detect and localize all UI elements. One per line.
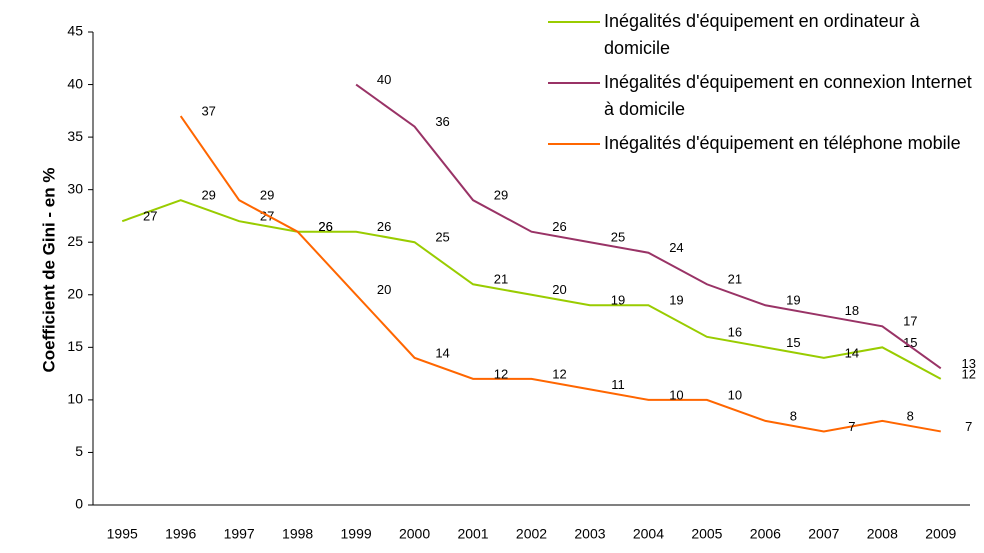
data-label: 7 — [965, 419, 972, 434]
series-line — [355, 83, 942, 370]
x-tick-label: 2007 — [808, 526, 839, 542]
data-label: 37 — [201, 104, 215, 119]
x-tick-label: 1996 — [165, 526, 196, 542]
data-label: 17 — [903, 314, 917, 329]
data-label: 18 — [845, 303, 859, 318]
data-label: 29 — [260, 188, 274, 203]
data-label: 12 — [552, 366, 566, 381]
data-label: 19 — [669, 293, 683, 308]
legend-label: Inégalités d'équipement en connexion Int… — [604, 72, 972, 119]
data-label: 8 — [790, 408, 797, 423]
data-label: 40 — [377, 72, 391, 87]
data-label: 36 — [435, 114, 449, 129]
series-line — [179, 115, 941, 433]
data-label: 10 — [669, 387, 683, 402]
data-label: 27 — [143, 209, 157, 224]
y-tick-label: 5 — [75, 443, 83, 459]
legend-swatch — [548, 21, 600, 23]
data-label: 20 — [377, 282, 391, 297]
data-label: 19 — [611, 293, 625, 308]
data-label: 11 — [611, 377, 625, 392]
data-label: 15 — [903, 335, 917, 350]
data-label: 26 — [318, 219, 332, 234]
legend-swatch — [548, 82, 600, 84]
x-tick-label: 2009 — [925, 526, 956, 542]
data-label: 14 — [845, 345, 859, 360]
data-label: 26 — [377, 219, 391, 234]
data-label: 29 — [494, 188, 508, 203]
data-label: 25 — [611, 230, 625, 245]
data-label: 14 — [435, 345, 449, 360]
y-tick-label: 25 — [67, 233, 83, 249]
y-tick-label: 20 — [67, 285, 83, 301]
x-tick-label: 2003 — [574, 526, 605, 542]
data-label: 25 — [435, 230, 449, 245]
data-label: 21 — [494, 272, 508, 287]
y-tick-label: 0 — [75, 496, 83, 512]
y-tick-label: 15 — [67, 338, 83, 354]
y-tick-label: 45 — [67, 23, 83, 39]
x-tick-label: 1999 — [341, 526, 372, 542]
x-tick-label: 2000 — [399, 526, 430, 542]
legend-entry: Inégalités d'équipement en connexion Int… — [548, 69, 978, 123]
data-label: 10 — [728, 387, 742, 402]
y-axis-label: Coefficient de Gini - en % — [39, 168, 58, 373]
y-tick-label: 40 — [67, 75, 83, 91]
data-label: 13 — [962, 356, 976, 371]
legend-label: Inégalités d'équipement en ordinateur à … — [604, 11, 920, 58]
data-label: 26 — [552, 219, 566, 234]
y-tick-label: 30 — [67, 180, 83, 196]
data-label: 26 — [318, 219, 332, 234]
y-tick-label: 10 — [67, 391, 83, 407]
data-label: 29 — [201, 188, 215, 203]
legend-entry: Inégalités d'équipement en téléphone mob… — [548, 130, 978, 157]
x-tick-label: 2005 — [691, 526, 722, 542]
data-label: 20 — [552, 282, 566, 297]
x-tick-label: 1995 — [107, 526, 138, 542]
x-tick-label: 2008 — [867, 526, 898, 542]
x-tick-label: 2006 — [750, 526, 781, 542]
series-line — [121, 199, 942, 380]
data-label: 12 — [962, 366, 976, 381]
legend-entry: Inégalités d'équipement en ordinateur à … — [548, 8, 978, 62]
data-label: 21 — [728, 272, 742, 287]
data-label: 19 — [786, 293, 800, 308]
data-label: 24 — [669, 240, 683, 255]
x-tick-label: 2001 — [457, 526, 488, 542]
x-tick-label: 2004 — [633, 526, 664, 542]
legend-swatch — [548, 143, 600, 145]
data-label: 12 — [494, 366, 508, 381]
x-tick-label: 2002 — [516, 526, 547, 542]
legend: Inégalités d'équipement en ordinateur à … — [548, 8, 978, 164]
legend-label: Inégalités d'équipement en téléphone mob… — [604, 133, 961, 153]
data-label: 7 — [848, 419, 855, 434]
data-label: 15 — [786, 335, 800, 350]
x-tick-label: 1997 — [224, 526, 255, 542]
data-label: 8 — [907, 408, 914, 423]
x-tick-label: 1998 — [282, 526, 313, 542]
y-tick-label: 35 — [67, 128, 83, 144]
data-label: 16 — [728, 324, 742, 339]
